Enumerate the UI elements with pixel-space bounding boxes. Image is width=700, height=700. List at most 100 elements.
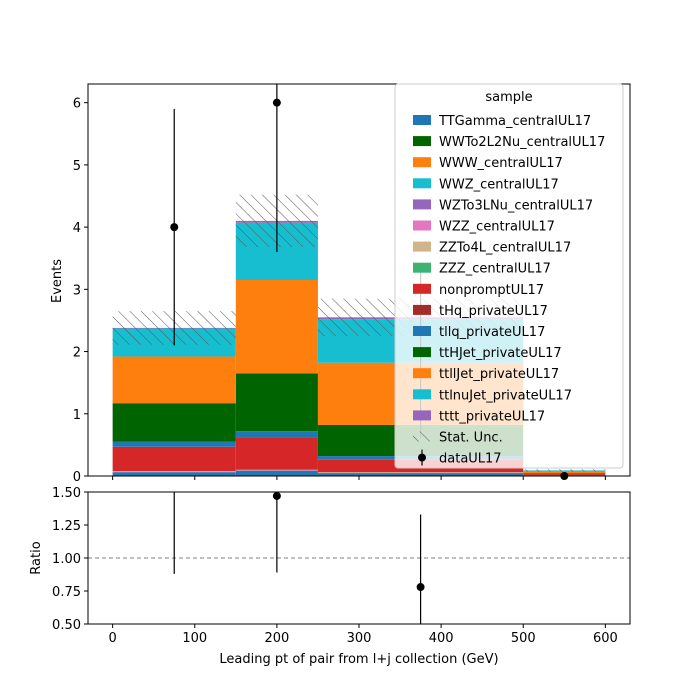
legend-label-4: WZTo3LNu_centralUL17: [439, 198, 593, 213]
legend-label-9: tHq_privateUL17: [439, 304, 548, 319]
main-y-tick-label-4: 4: [73, 221, 81, 236]
ratio-y-tick-label-0: 0.50: [52, 618, 81, 633]
legend-swatch-4: [413, 199, 431, 210]
bar-TTGamma_centralUL17-bin-0: [112, 472, 236, 476]
main-y-tick-label-0: 0: [73, 470, 81, 485]
legend-entry-2: WWW_centralUL17: [413, 156, 563, 171]
legend-swatch-3: [413, 178, 431, 189]
legend-swatch-12: [413, 368, 431, 379]
legend-entry-7: ZZZ_centralUL17: [413, 262, 551, 277]
ratio-x-tick-label-2: 200: [264, 631, 289, 646]
legend-label-0: TTGamma_centralUL17: [438, 114, 591, 129]
legend-entry-16: dataUL17: [418, 449, 502, 467]
main-y-tick-label-3: 3: [73, 283, 81, 298]
main-y-tick-label-2: 2: [73, 346, 81, 361]
main-y-ticks: 0 1 2 3 4 5 6: [73, 97, 88, 485]
bar-ZZTo4L_centralUL17-bin-0: [112, 471, 236, 472]
ratio-x-tick-label-0: 0: [108, 631, 116, 646]
main-y-tick-label-5: 5: [73, 159, 81, 174]
legend-entry-4: WZTo3LNu_centralUL17: [413, 198, 593, 213]
legend-label-12: ttllJet_privateUL17: [439, 367, 559, 382]
legend-items: TTGamma_centralUL17 WWTo2L2Nu_centralUL17…: [413, 114, 605, 467]
legend-entry-12: ttllJet_privateUL17: [413, 367, 559, 382]
legend-swatch-9: [413, 304, 431, 315]
bar-tllq_privateUL17-bin-0: [112, 441, 236, 447]
ratio-y-tick-label-4: 1.50: [52, 486, 81, 501]
legend-entry-14: tttt_privateUL17: [413, 409, 545, 424]
ratio-x-ticks: 0 100 200 300 400 500 600: [108, 624, 618, 646]
ratio-plot-area: [88, 492, 630, 624]
bar-WZTo3LNu_centralUL17-bin-0: [112, 471, 236, 473]
legend-swatch-5: [413, 220, 431, 231]
main-y-tick-label-1: 1: [73, 408, 81, 423]
legend-swatch-0: [413, 115, 431, 125]
ratio-point-1: [272, 492, 281, 500]
bar-tllq_privateUL17-bin-1: [235, 431, 318, 438]
legend-label-8: nonpromptUL17: [439, 283, 544, 298]
legend-swatch-13: [413, 389, 431, 400]
ratio-point-2: [416, 583, 425, 592]
legend-entry-10: tllq_privateUL17: [413, 325, 545, 340]
bar-ttllJet_privateUL17-bin-1: [235, 280, 318, 374]
bar-ttllJet_privateUL17-bin-0: [112, 356, 236, 404]
legend-entry-1: WWTo2L2Nu_centralUL17: [413, 135, 605, 150]
legend-label-16: dataUL17: [439, 452, 502, 467]
ratio-x-tick-label-5: 500: [511, 631, 536, 646]
legend: sample TTGamma_centralUL17 WWTo2L2Nu_cent…: [394, 83, 624, 469]
legend-label-5: WZZ_centralUL17: [439, 220, 555, 235]
legend-label-11: ttHJet_privateUL17: [439, 346, 562, 361]
legend-entry-6: ZZTo4L_centralUL17: [413, 241, 571, 256]
legend-frame: [394, 83, 624, 469]
main-x-ticks: [112, 476, 606, 480]
ratio-y-ticks: 0.50 0.75 1.00 1.25 1.50: [52, 486, 88, 633]
ratio-x-tick-label-6: 600: [593, 631, 618, 646]
main-y-axis-label: Events: [50, 259, 65, 303]
ratio-y-axis-label: Ratio: [29, 541, 44, 574]
legend-entry-3: WWZ_centralUL17: [413, 177, 559, 192]
legend-label-6: ZZTo4L_centralUL17: [439, 241, 571, 256]
legend-entry-8: nonpromptUL17: [413, 283, 544, 298]
bar-nonpromptUL17-bin-0: [112, 446, 236, 472]
stat-unc-bin-3: [523, 469, 606, 472]
legend-swatch-1: [413, 136, 431, 147]
ratio-x-tick-label-1: 100: [182, 631, 207, 646]
legend-swatch-15: [413, 431, 431, 442]
ratio-panel: 0 100 200 300 400 500 600 0.50 0.75 1.00 1.25 1.50…: [29, 486, 631, 667]
legend-entry-9: tHq_privateUL17: [413, 304, 548, 319]
bar-TTGamma_centralUL17-bin-2: [317, 473, 524, 476]
legend-swatch-2: [413, 157, 431, 168]
x-axis-label: Leading pt of pair from l+j collection (…: [219, 652, 498, 667]
ratio-y-tick-label-1: 0.75: [52, 585, 81, 600]
main-y-tick-label-6: 6: [73, 97, 81, 112]
legend-label-7: ZZZ_centralUL17: [439, 262, 551, 277]
data-point-0: [170, 223, 179, 232]
legend-label-1: WWTo2L2Nu_centralUL17: [439, 135, 605, 150]
bar-ttHJet_privateUL17-bin-0: [112, 403, 236, 442]
bar-WZTo3LNu_centralUL17-bin-1: [235, 470, 318, 472]
legend-title: sample: [485, 90, 532, 105]
bar-WZTo3LNu_centralUL17-bin-2: [317, 472, 524, 474]
legend-entry-13: ttlnuJet_privateUL17: [413, 388, 572, 403]
data-point-1: [272, 98, 281, 107]
bar-ttHJet_privateUL17-bin-1: [235, 373, 318, 432]
legend-entry-11: ttHJet_privateUL17: [413, 346, 562, 361]
legend-entry-0: TTGamma_centralUL17: [413, 114, 591, 129]
legend-entry-15: Stat. Unc.: [413, 431, 503, 446]
bar-nonpromptUL17-bin-1: [235, 437, 318, 470]
legend-swatch-10: [413, 326, 431, 336]
bar-TTGamma_centralUL17-bin-1: [235, 471, 318, 476]
legend-swatch-11: [413, 347, 431, 358]
ratio-points: [173, 492, 425, 624]
legend-swatch-14: [413, 410, 431, 421]
bar-ZZTo4L_centralUL17-bin-1: [235, 469, 318, 471]
legend-entry-5: WZZ_centralUL17: [413, 220, 555, 235]
legend-label-14: tttt_privateUL17: [439, 409, 545, 424]
legend-swatch-8: [413, 283, 431, 294]
ratio-x-tick-label-3: 300: [347, 631, 372, 646]
legend-label-2: WWW_centralUL17: [439, 156, 563, 171]
ratio-x-tick-label-4: 400: [429, 631, 454, 646]
legend-swatch-6: [413, 241, 431, 252]
legend-label-13: ttlnuJet_privateUL17: [439, 388, 572, 403]
bar-ZZTo4L_centralUL17-bin-2: [317, 472, 524, 473]
